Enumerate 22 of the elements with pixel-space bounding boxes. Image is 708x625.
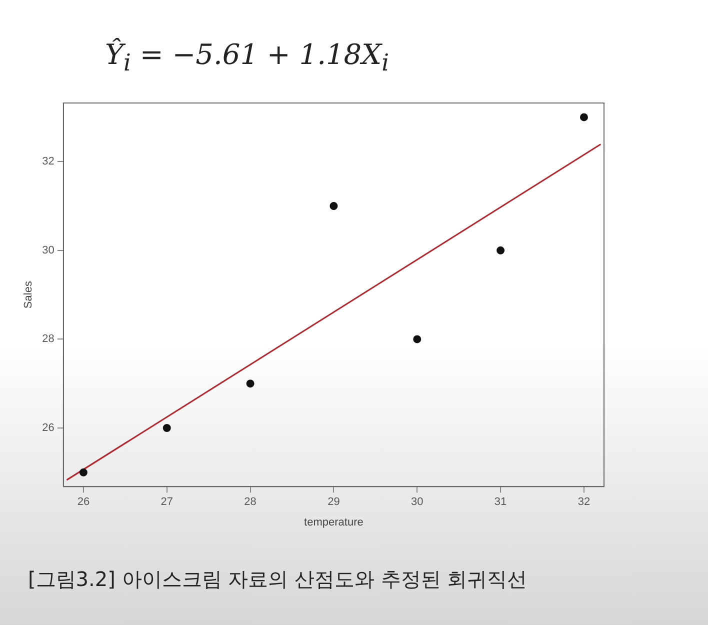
x-tick-label: 28 xyxy=(244,496,256,508)
point xyxy=(330,202,338,210)
x-axis-title: temperature xyxy=(304,516,364,528)
x-tick-label: 30 xyxy=(411,496,424,508)
point xyxy=(79,468,88,476)
text: Ŷ$_{i}$ = −5.61 + 1.18X$_{i}$ xyxy=(105,38,390,77)
x-tick-label: 26 xyxy=(77,496,90,508)
x-tick-label: 32 xyxy=(578,496,590,508)
y-tick-label: 32 xyxy=(42,156,54,168)
y-tick-label: 30 xyxy=(42,244,54,256)
y-axis-title: Sales xyxy=(22,280,35,309)
y-tick-label: 26 xyxy=(42,422,54,434)
x-tick-label: 27 xyxy=(160,496,173,508)
point xyxy=(246,380,254,388)
point xyxy=(413,335,422,344)
text: [그림3.2] 아이스크림 자료의 산점도와 추정된 회귀직선 xyxy=(28,566,528,593)
point xyxy=(496,246,505,254)
y-tick-label: 28 xyxy=(42,333,54,346)
x-tick-label: 31 xyxy=(494,496,507,508)
point xyxy=(580,113,588,122)
x-tick-label: 29 xyxy=(328,496,340,508)
point xyxy=(162,424,171,432)
